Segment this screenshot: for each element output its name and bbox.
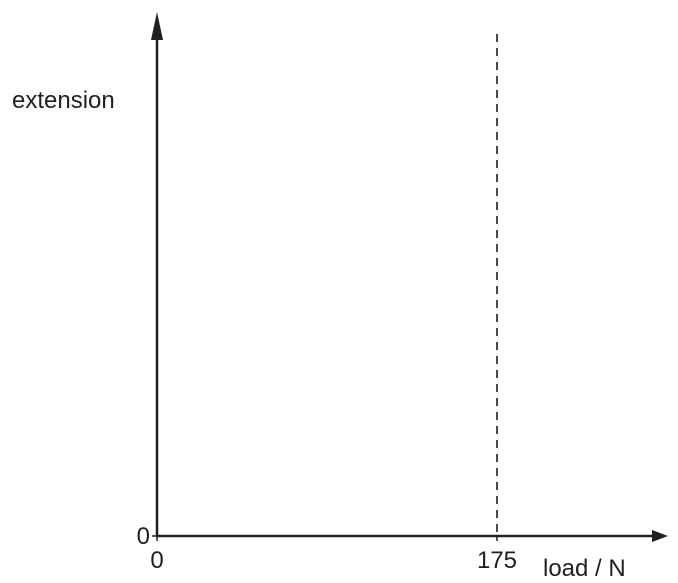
plot-area: 0 175 0 extension load / N — [12, 12, 668, 582]
x-axis-label: load / N — [543, 555, 626, 582]
x-axis-arrow — [652, 530, 668, 542]
y-tick-label-0: 0 — [137, 523, 150, 550]
y-axis-label: extension — [12, 87, 115, 114]
x-tick-label-1: 175 — [477, 547, 517, 574]
y-axis-arrow — [151, 12, 163, 40]
x-tick-label-0: 0 — [150, 547, 163, 574]
